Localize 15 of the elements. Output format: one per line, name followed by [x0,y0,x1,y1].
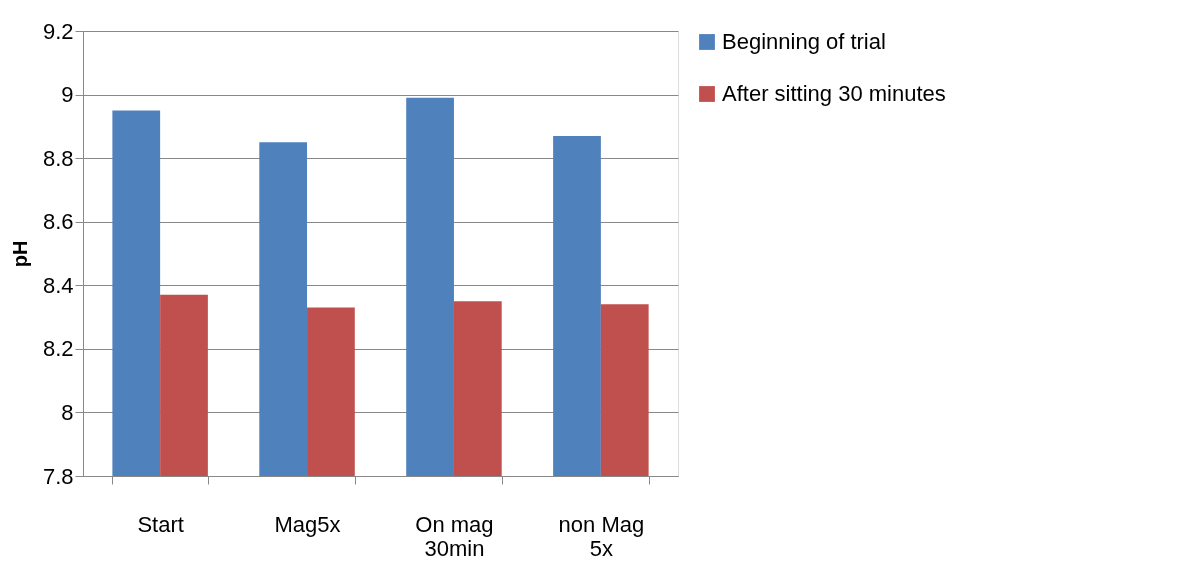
y-axis-title: pH [8,240,31,268]
x-tick-label: Start [137,511,184,537]
y-tick-label: 8 [61,399,74,425]
y-tick-label: 7.8 [42,463,74,489]
legend-label: After sitting 30 minutes [722,81,946,106]
x-tick-label: On mag 30min [415,511,494,561]
y-tick-label: 8.6 [42,209,74,235]
y-tick-label: 8.2 [42,336,74,362]
y-tick-label: 9 [61,82,74,108]
y-tick-label: 8.4 [42,272,74,298]
legend-label: Beginning of trial [722,29,886,54]
y-tick-label: 9.2 [42,18,74,44]
x-tick-label: non Mag 5x [558,511,645,561]
y-tick-label: 8.8 [42,145,74,171]
x-tick-label: Mag5x [274,511,341,537]
